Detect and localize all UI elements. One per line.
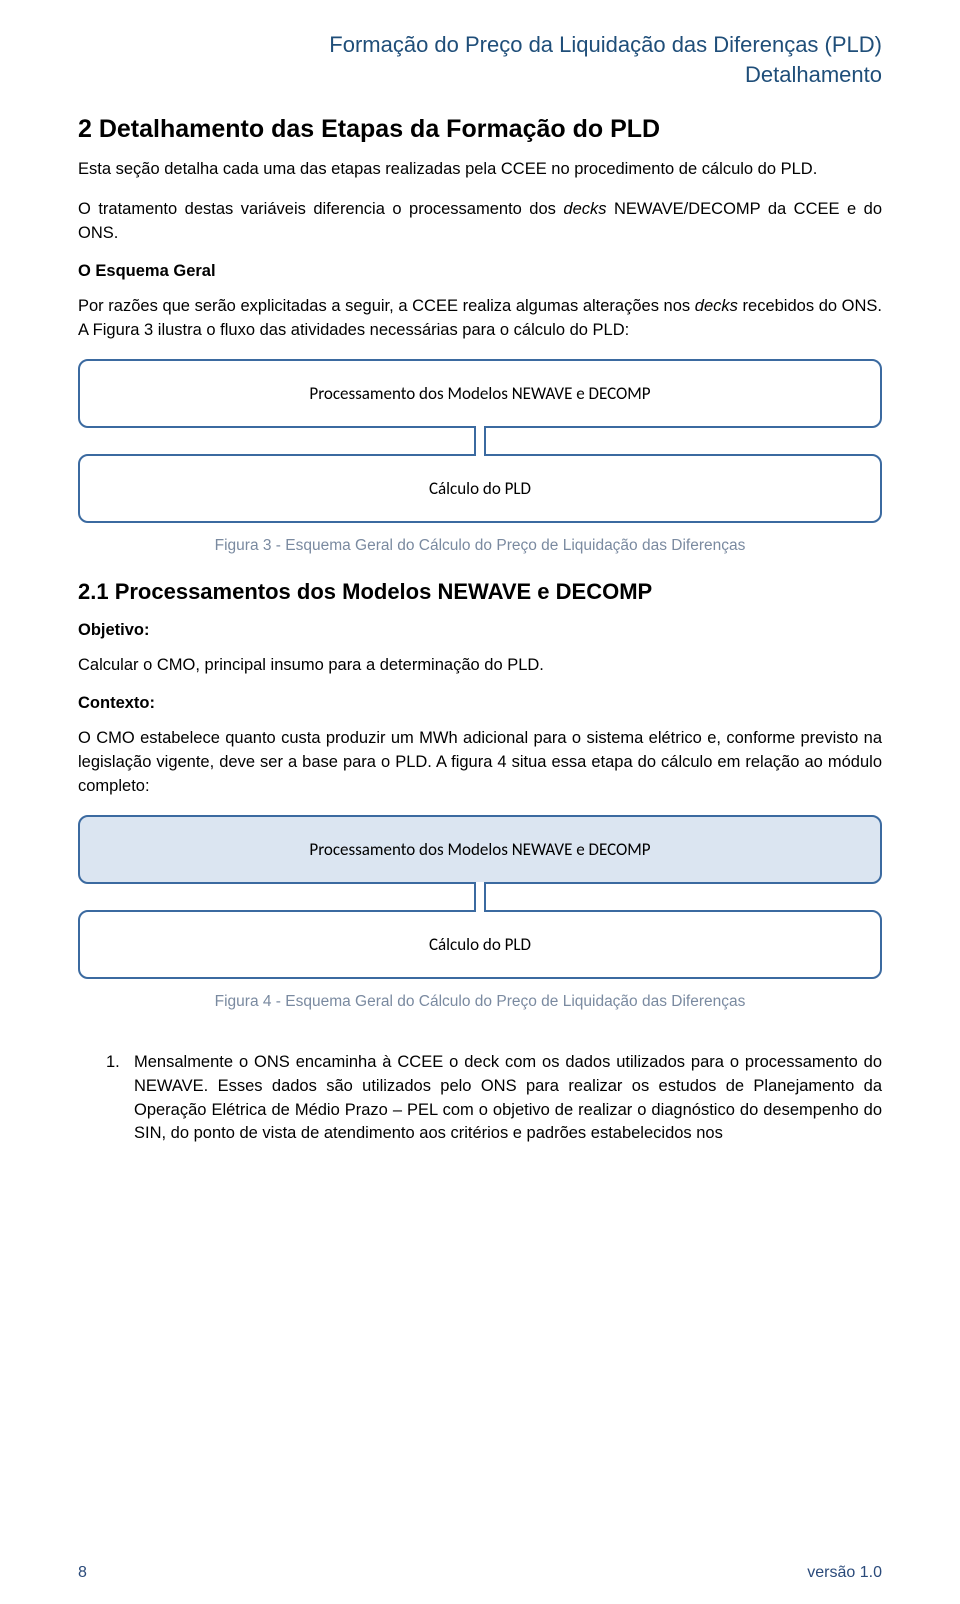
flow1-node-calculo: Cálculo do PLD <box>78 454 882 523</box>
flow1-connector <box>474 426 486 456</box>
paragraph-decks: O tratamento destas variáveis diferencia… <box>78 198 882 246</box>
version-label: versão 1.0 <box>807 1564 882 1582</box>
header-line-2: Detalhamento <box>78 60 882 90</box>
objetivo-label: Objetivo: <box>78 621 882 640</box>
figure-4-caption: Figura 4 - Esquema Geral do Cálculo do P… <box>78 993 882 1011</box>
list-text: Mensalmente o ONS encaminha à CCEE o dec… <box>134 1051 882 1147</box>
page-footer: 8 versão 1.0 <box>78 1564 882 1582</box>
document-header: Formação do Preço da Liquidação das Dife… <box>78 30 882 89</box>
figure-3-caption: Figura 3 - Esquema Geral do Cálculo do P… <box>78 537 882 555</box>
list-number: 1. <box>106 1051 134 1147</box>
flowchart-figura-3: Processamento dos Modelos NEWAVE e DECOM… <box>78 359 882 523</box>
section-heading-2-1: 2.1 Processamentos dos Modelos NEWAVE e … <box>78 579 882 605</box>
flowchart-figura-4: Processamento dos Modelos NEWAVE e DECOM… <box>78 815 882 979</box>
header-line-1: Formação do Preço da Liquidação das Dife… <box>78 30 882 60</box>
section-heading-2: 2 Detalhamento das Etapas da Formação do… <box>78 115 882 144</box>
flow2-node-calculo: Cálculo do PLD <box>78 910 882 979</box>
contexto-label: Contexto: <box>78 694 882 713</box>
intro-paragraph: Esta seção detalha cada uma das etapas r… <box>78 158 882 182</box>
flow2-node-processamento: Processamento dos Modelos NEWAVE e DECOM… <box>78 815 882 884</box>
para2-italic: decks <box>563 200 606 218</box>
objetivo-text: Calcular o CMO, principal insumo para a … <box>78 654 882 678</box>
contexto-text: O CMO estabelece quanto custa produzir u… <box>78 727 882 799</box>
ordered-list-item-1: 1. Mensalmente o ONS encaminha à CCEE o … <box>106 1051 882 1147</box>
page-number: 8 <box>78 1564 87 1582</box>
para3-pre: Por razões que serão explicitadas a segu… <box>78 297 695 315</box>
para3-italic: decks <box>695 297 738 315</box>
flow2-connector <box>474 882 486 912</box>
esquema-geral-heading: O Esquema Geral <box>78 262 882 281</box>
paragraph-esquema: Por razões que serão explicitadas a segu… <box>78 295 882 343</box>
para2-pre: O tratamento destas variáveis diferencia… <box>78 200 563 218</box>
flow1-node-processamento: Processamento dos Modelos NEWAVE e DECOM… <box>78 359 882 428</box>
